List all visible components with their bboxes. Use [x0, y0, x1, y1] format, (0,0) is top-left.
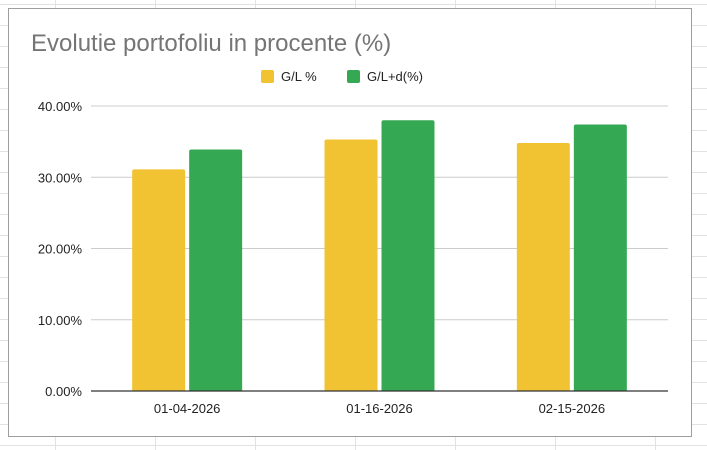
bar-chart: Evolutie portofoliu in procente (%) G/L %… — [31, 30, 668, 416]
legend-label-0: G/L % — [281, 69, 317, 84]
chart-container[interactable]: Evolutie portofoliu in procente (%) G/L %… — [8, 8, 692, 437]
bar-G/L %-02-15-2026 — [516, 143, 570, 391]
bar-G/L %-01-04-2026 — [132, 169, 186, 391]
bar-G/L+d(%)-01-16-2026 — [381, 120, 435, 391]
x-tick-label: 01-16-2026 — [346, 401, 413, 416]
y-tick-label: 20.00% — [38, 242, 83, 257]
legend-label-1: G/L+d(%) — [367, 69, 423, 84]
y-tick-label: 0.00% — [45, 384, 82, 399]
bar-G/L %-01-16-2026 — [324, 139, 378, 391]
y-tick-label: 40.00% — [38, 99, 83, 114]
chart-title: Evolutie portofoliu in procente (%) — [31, 30, 391, 57]
bar-G/L+d(%)-02-15-2026 — [573, 124, 627, 392]
y-tick-label: 10.00% — [38, 313, 83, 328]
legend-swatch-0 — [261, 70, 274, 83]
x-tick-label: 01-04-2026 — [154, 401, 221, 416]
bar-G/L+d(%)-01-04-2026 — [189, 149, 243, 391]
y-tick-label: 30.00% — [38, 170, 83, 185]
legend-swatch-1 — [347, 70, 360, 83]
x-tick-label: 02-15-2026 — [539, 401, 606, 416]
